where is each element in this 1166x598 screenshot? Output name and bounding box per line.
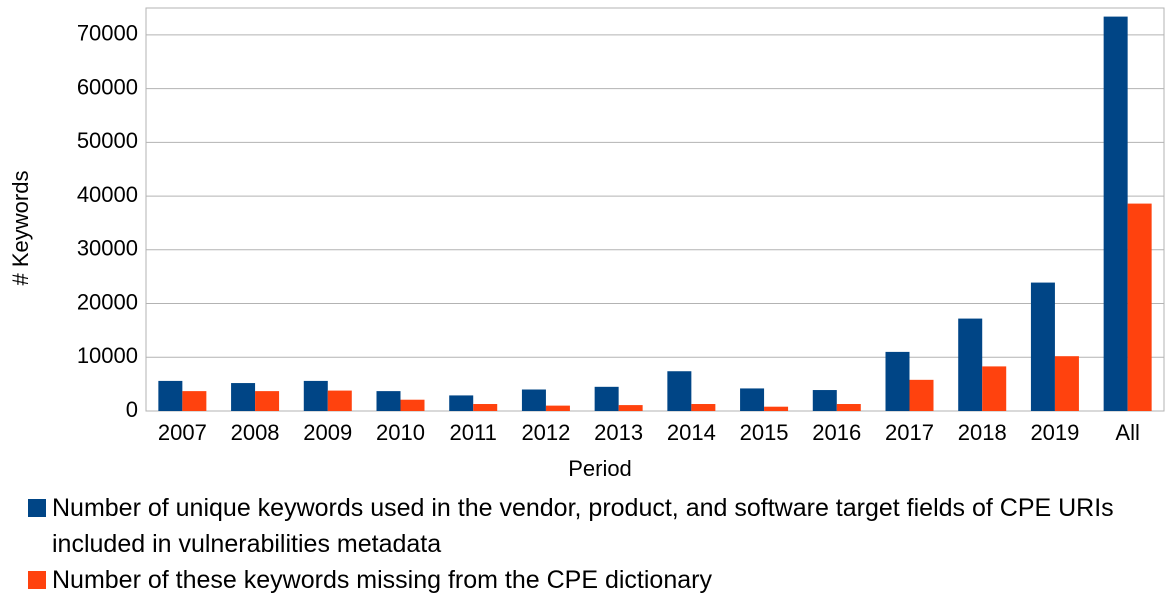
y-tick-label: 60000 (77, 74, 138, 99)
bar (667, 371, 692, 411)
bar (594, 386, 619, 411)
x-tick-label: 2016 (812, 420, 861, 445)
x-tick-label: 2010 (376, 420, 425, 445)
y-tick-label: 50000 (77, 128, 138, 153)
bar (740, 388, 765, 411)
bar (909, 379, 934, 411)
bar (958, 318, 983, 411)
legend-label: Number of these keywords missing from th… (52, 566, 712, 594)
bar (545, 405, 570, 411)
plot-frame (145, 7, 1165, 412)
y-tick-label: 0 (126, 397, 138, 422)
x-tick-label: 2017 (885, 420, 934, 445)
bar (327, 390, 352, 411)
bar (158, 380, 183, 411)
x-tick-label: 2011 (450, 420, 497, 445)
bar (231, 383, 256, 411)
legend-label: Number of unique keywords used in the ve… (52, 494, 1114, 558)
bar (376, 391, 401, 411)
x-tick-label: 2008 (231, 420, 280, 445)
bar (521, 389, 546, 411)
y-axis-title: # Keywords (8, 171, 33, 286)
bar (182, 391, 207, 411)
legend: Number of unique keywords used in the ve… (28, 490, 1164, 598)
legend-item: Number of unique keywords used in the ve… (28, 490, 1164, 562)
y-tick-label: 30000 (77, 236, 138, 261)
bar (473, 404, 498, 411)
bar (836, 404, 861, 411)
y-tick-label: 40000 (77, 182, 138, 207)
x-tick-label: 2013 (594, 420, 643, 445)
bar (1054, 356, 1079, 411)
bar (1103, 16, 1128, 412)
bar (255, 391, 280, 411)
legend-item: Number of these keywords missing from th… (28, 562, 1164, 598)
x-tick-label: 2012 (521, 420, 570, 445)
x-tick-label: 2019 (1030, 420, 1079, 445)
legend-swatch (28, 571, 46, 589)
bar (885, 351, 910, 411)
chart: Period # Keywords 0 10000 20000 30000 40000 5… (8, 7, 1165, 481)
bar (691, 404, 716, 411)
x-tick-label: 2014 (667, 420, 716, 445)
y-tick-label: 10000 (77, 343, 138, 368)
bar (400, 399, 425, 411)
bar (1030, 282, 1055, 411)
bar (618, 405, 643, 411)
bar (1127, 203, 1152, 411)
x-tick-label: All (1115, 420, 1139, 445)
x-axis-title: Period (568, 456, 632, 481)
bar (812, 390, 837, 411)
x-tick-label: 2007 (158, 420, 207, 445)
x-tick-label: 2015 (740, 420, 789, 445)
y-tick-label: 20000 (77, 289, 138, 314)
bar (449, 395, 474, 411)
bar (764, 406, 789, 411)
bar (303, 380, 328, 411)
y-tick-label: 70000 (77, 21, 138, 46)
bar (982, 366, 1007, 411)
x-tick-label: 2018 (958, 420, 1007, 445)
legend-swatch (28, 499, 46, 517)
x-tick-label: 2009 (303, 420, 352, 445)
